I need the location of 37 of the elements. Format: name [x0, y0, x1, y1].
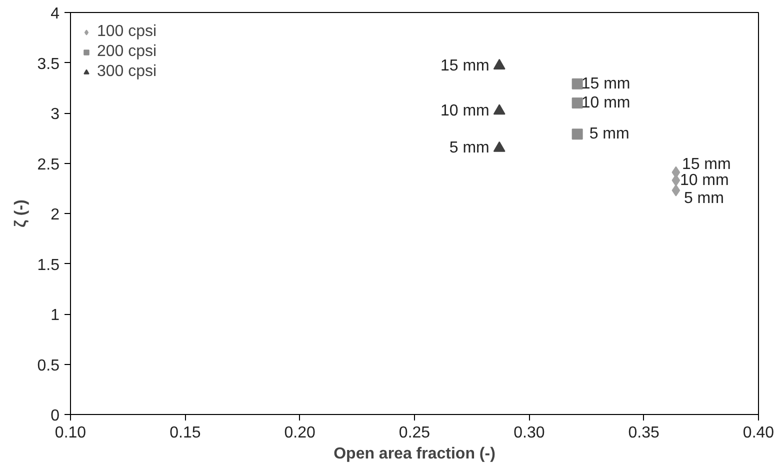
point — [493, 104, 506, 115]
annotation: 5 mm — [589, 126, 630, 143]
point — [493, 141, 506, 152]
x-tick-label: 0.25 — [398, 424, 430, 442]
y-tick-label: 1 — [50, 307, 60, 324]
y-tick-label: 3.5 — [37, 56, 60, 73]
legend-label: 300 cpsi — [97, 63, 157, 81]
y-tick-label: 0 — [50, 408, 60, 424]
annotation: 5 mm — [684, 190, 724, 207]
x-tick-label: 0.20 — [284, 424, 316, 442]
annotation: 15 mm — [581, 75, 630, 92]
y-tick-label: 3 — [50, 106, 60, 123]
annotation: 10 mm — [440, 102, 490, 120]
y-axis-title: ζ (-) — [12, 200, 30, 228]
x-axis-title: Open area fraction (-) — [334, 446, 496, 462]
point — [672, 184, 680, 196]
point — [572, 78, 583, 90]
x-tick-label: 0.40 — [742, 424, 774, 442]
y-tick-label: 4 — [50, 6, 60, 22]
annotation: 5 mm — [449, 140, 490, 157]
y-tick-label: 0.5 — [37, 357, 60, 374]
x-tick-label: 0.15 — [170, 424, 201, 442]
x-tick-label: 0.10 — [54, 424, 86, 442]
x-tick-label: 0.35 — [628, 424, 660, 442]
y-tick-label: 1.5 — [37, 256, 60, 274]
point — [572, 97, 583, 108]
legend-label: 200 cpsi — [97, 43, 157, 61]
annotation: 10 mm — [581, 94, 630, 112]
annotation: 15 mm — [682, 156, 731, 173]
point — [493, 58, 506, 70]
point — [572, 128, 583, 140]
annotation: 10 mm — [680, 172, 729, 189]
y-tick-label: 2.5 — [37, 156, 60, 174]
y-tick-label: 2 — [50, 206, 60, 224]
annotation: 15 mm — [440, 57, 490, 74]
legend-label: 100 cpsi — [97, 23, 157, 41]
x-tick-label: 0.30 — [514, 424, 545, 442]
